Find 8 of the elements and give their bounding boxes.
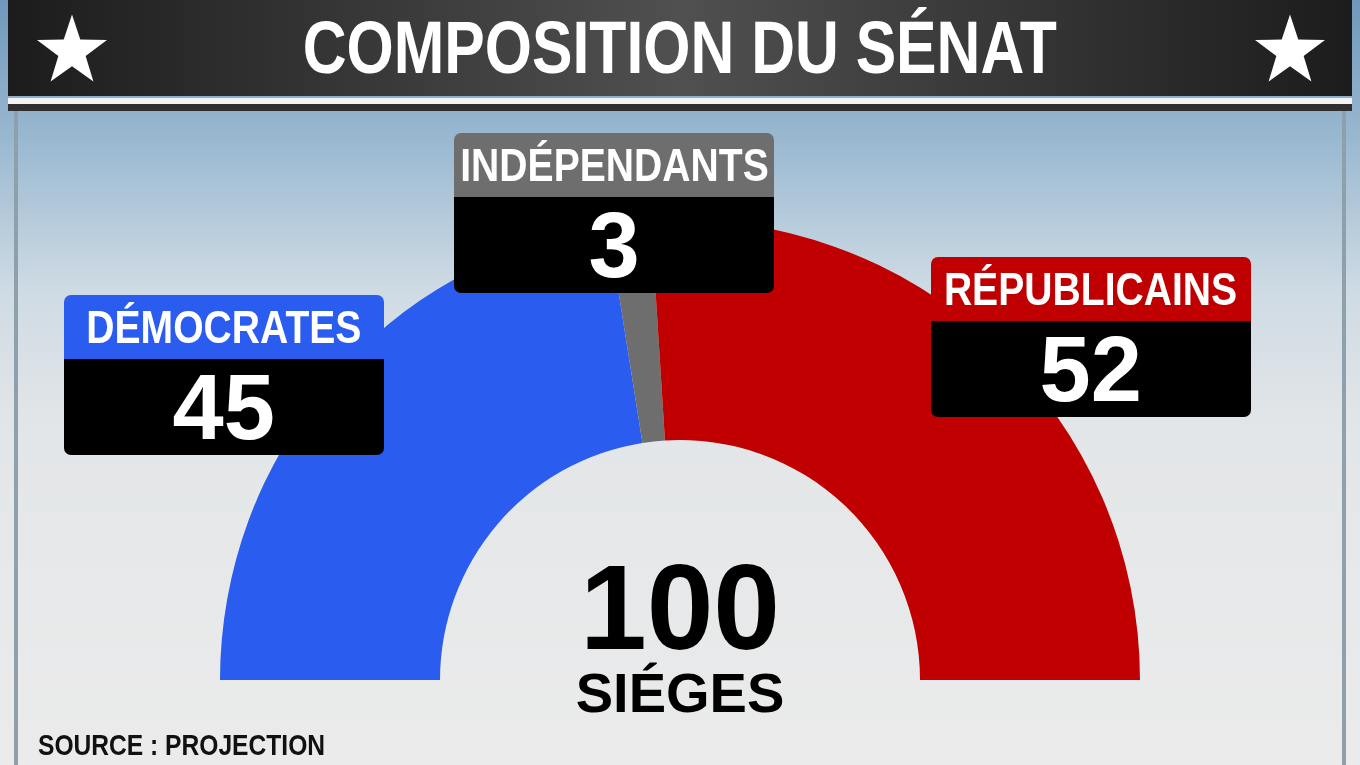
slice-label: DÉMOCRATES	[86, 300, 362, 353]
data-label: 45	[172, 355, 275, 458]
data-label: 52	[1039, 318, 1142, 421]
chart-title: COMPOSITION DU SÉNAT	[302, 6, 1058, 89]
data-label: 3	[588, 193, 640, 296]
source-note: SOURCE : PROJECTION	[38, 728, 326, 761]
slice-label: RÉPUBLICAINS	[944, 263, 1238, 316]
slice-label: INDÉPENDANTS	[459, 138, 769, 191]
